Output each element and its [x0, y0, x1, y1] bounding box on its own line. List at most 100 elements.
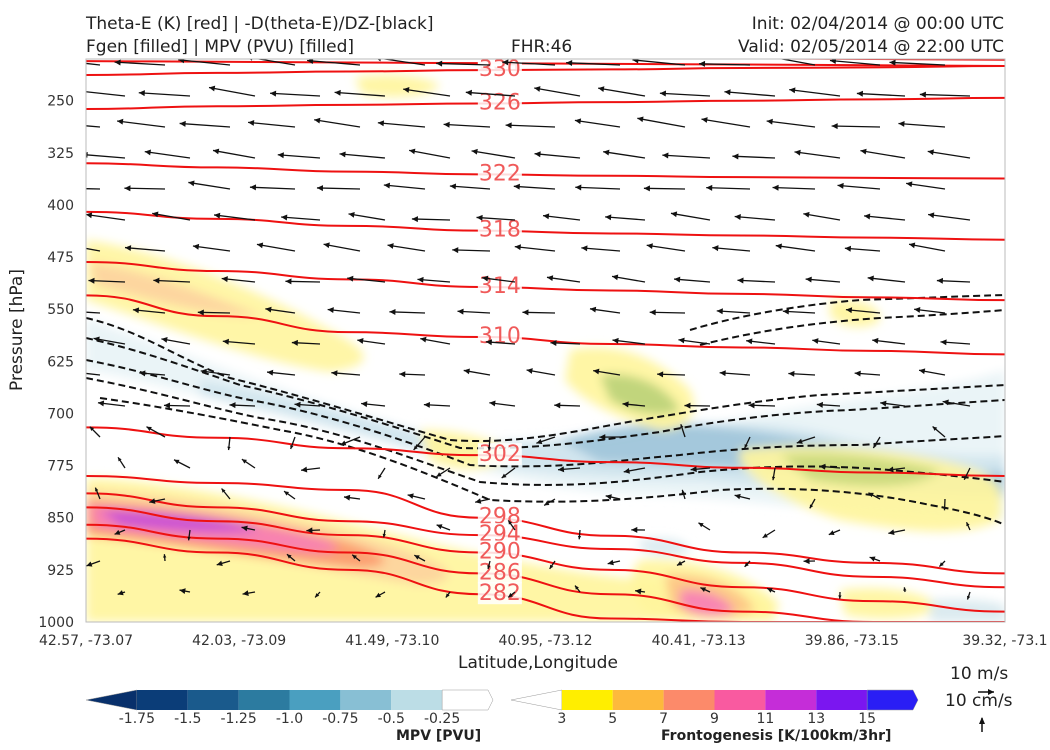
colorbar-swatch	[289, 690, 341, 710]
wind-vector-head	[307, 59, 314, 64]
wind-vector-head	[286, 554, 292, 559]
wind-vector-head	[637, 116, 644, 123]
wind-vector	[383, 184, 426, 190]
colorbar-swatch	[561, 690, 613, 710]
wind-vector-head	[684, 402, 691, 409]
wind-vector-head	[281, 214, 288, 221]
dthetae-dz-contour	[699, 309, 1005, 346]
wind-vector	[449, 185, 491, 190]
wind-vector	[856, 92, 906, 97]
wind-vector	[179, 122, 231, 128]
theta-e-label: 318	[479, 218, 521, 243]
wind-vector-head	[452, 247, 459, 254]
theta-e-label: 286	[479, 560, 521, 585]
wind-vector-head	[508, 592, 514, 598]
colorbar-extend	[441, 689, 494, 711]
dthetae-dz-contour	[86, 317, 1005, 442]
contour-label-bg	[477, 162, 522, 185]
wind-vector	[646, 244, 686, 252]
wind-vector-head	[670, 211, 678, 218]
wind-vector-head	[64, 243, 70, 249]
wind-vector-head	[241, 525, 248, 532]
wind-vector	[766, 120, 816, 128]
wind-vector-head	[868, 492, 874, 498]
theta-e-contour-326	[86, 96, 1005, 111]
wind-vector-head	[514, 244, 521, 251]
wind-vector	[316, 187, 361, 190]
wind-vector-head	[812, 338, 819, 344]
wind-vector-head	[599, 434, 606, 441]
wind-vector	[443, 123, 491, 128]
wind-vector-head	[76, 88, 82, 94]
filled-fields	[86, 74, 1005, 622]
wind-vector-head	[178, 59, 185, 64]
wind-vector-head	[86, 151, 88, 158]
wind-vector-head	[482, 275, 489, 282]
wind-vector-head	[909, 242, 916, 249]
wind-vector	[514, 245, 556, 252]
wind-vector-head	[681, 489, 685, 494]
colorbar-tick-label: -1.75	[119, 711, 155, 727]
wind-vector	[436, 62, 491, 66]
wind-vector-head	[86, 561, 93, 567]
wind-vector	[277, 154, 321, 159]
theta-e-label: 310	[479, 324, 521, 349]
wind-vector-head	[906, 181, 913, 188]
theta-e-label: 302	[479, 442, 521, 467]
colorbar-tick-label: 15	[858, 711, 876, 727]
colorbar-swatch	[391, 690, 443, 710]
wind-vector-head	[854, 370, 861, 377]
theta-e-contour-310	[86, 294, 1005, 356]
title-left-line1: Theta-E (K) [red] | -D(theta-E)/DZ-[blac…	[86, 14, 434, 34]
wind-vector-head	[241, 459, 247, 464]
wind-vector-head	[315, 593, 320, 598]
wind-vector-head	[383, 182, 391, 189]
colorbar-tick-label: -0.25	[424, 711, 460, 727]
wind-vector-head	[192, 243, 200, 250]
wind-vector	[86, 154, 126, 159]
wind-vector-head	[712, 245, 719, 252]
wind-vector	[734, 215, 776, 221]
wind-vector-head	[221, 276, 228, 283]
wind-vector	[270, 92, 321, 97]
wind-vector-head	[487, 447, 491, 451]
dthetae-dz-contour	[86, 337, 1005, 450]
wind-vector	[409, 149, 451, 159]
wind-vector	[339, 153, 386, 159]
wind-vector-head	[294, 401, 301, 408]
wind-vector-head	[357, 338, 364, 344]
wind-reference-arrows	[978, 689, 994, 732]
theta-e-contour-290	[86, 506, 1005, 613]
wind-vector	[643, 187, 686, 190]
wind-vector-head	[575, 585, 579, 590]
wind-vector-head	[829, 59, 837, 64]
theta-e-contour-282	[86, 537, 1005, 622]
wind-vector	[789, 88, 841, 97]
wind-vector	[919, 93, 971, 97]
wind-vector-head	[593, 368, 600, 375]
x-tick-label: 42.03, -73.09	[192, 633, 286, 649]
colorbar-swatch	[238, 690, 290, 710]
wind-vector-head	[72, 370, 78, 376]
wind-vector-head	[690, 466, 697, 473]
wind-vector-head	[471, 148, 478, 155]
wind-vector-head	[919, 91, 926, 98]
y-tick-label: 850	[47, 511, 74, 527]
wind-vector	[88, 279, 126, 283]
colorbar-swatch	[340, 690, 392, 710]
contour-label-bg	[477, 540, 522, 563]
wind-vector	[86, 213, 126, 221]
wind-vector-head	[928, 212, 935, 219]
wind-vector	[898, 122, 946, 128]
dthetae-dz-contours	[86, 294, 1005, 526]
wind-vector-head	[476, 214, 483, 221]
wind-vector-head	[339, 151, 346, 158]
wind-vector-head	[771, 476, 776, 481]
wind-vector-head	[265, 306, 272, 313]
wind-vector-head	[316, 185, 324, 192]
wind-vector-head	[248, 119, 255, 126]
mpv-colorbar-label: MPV [PVU]	[396, 728, 482, 744]
wind-vector	[476, 216, 516, 221]
contour-label-bg	[477, 218, 522, 241]
wind-vector-head	[678, 337, 685, 344]
